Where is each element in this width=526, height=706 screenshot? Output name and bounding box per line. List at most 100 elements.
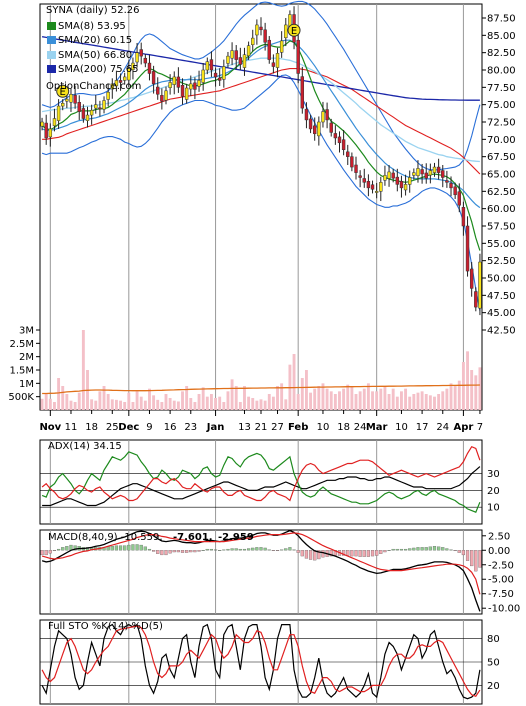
date-minor-label: 17 [416,422,429,433]
sto-ytick-label: 50 [487,658,500,669]
volume-bar [238,402,242,410]
candle-body [412,172,416,176]
candle-body [395,176,400,185]
candle-body [118,80,123,83]
macd-histogram-bar [222,549,226,551]
candle-body [449,183,453,189]
candle-body [267,39,271,60]
volume-bar [193,402,197,410]
macd-histogram-bar [209,548,214,551]
candle-body [193,82,197,90]
volume-bar [234,386,238,410]
legend-swatch [47,22,56,30]
macd-histogram-bar [275,550,280,552]
candle-body [189,83,193,90]
date-minor-label: 10 [395,422,408,433]
volume-bar [329,391,333,410]
volume-bar [284,399,288,410]
volume-bar [255,400,259,410]
candle-body [52,118,57,127]
candle-body [143,57,148,64]
macd-histogram-bar [366,550,370,557]
price-legend: SYNA (daily) 52.26 SMA(8) 53.95 SMA(20) … [46,5,141,92]
watermark: OptionChance.com [46,81,141,92]
candle-body [209,59,214,71]
candle-body [469,268,474,289]
price-ytick-label: 47.50 [487,291,516,302]
volume-bar [412,394,416,410]
macd-histogram-bar [263,547,267,551]
candle-body [461,207,466,227]
sto-ytick-label: 20 [487,681,500,692]
volume-bar [135,391,139,410]
macd-histogram-bar [110,546,114,551]
volume-bar [395,396,399,410]
volume-bar [404,388,408,410]
price-ytick-label: 50.00 [487,274,516,285]
candle-body [197,80,201,87]
candle-body [271,62,276,67]
candle-body [465,225,470,272]
macd-ytick-label: -5.00 [488,575,514,586]
candle-body [366,181,371,189]
date-major-label: Apr [453,422,473,433]
candle-body [259,26,263,31]
macd-histogram-bar [370,550,375,557]
volume-ytick-label: 2.5M [9,339,34,350]
candle-body [73,95,77,104]
volume-bar [437,394,441,410]
candle-body [226,55,230,64]
volume-bar [276,386,279,410]
candle-body [81,108,86,119]
volume-bar [387,394,391,410]
volume-bar [189,398,193,410]
candle-body [205,61,209,71]
candle-body [151,71,156,85]
candle-body [180,85,185,97]
volume-bar [143,400,147,410]
legend-sma200: SMA(200) 75.65 [58,64,139,75]
macd-histogram-bar [395,548,399,551]
volume-bar [110,399,114,410]
volume-bar [168,398,172,410]
volume-bar [181,391,184,410]
macd-histogram-bar [424,547,428,551]
candle-body [313,125,317,135]
price-ytick-label: 65.00 [487,170,516,181]
volume-bar [197,394,201,410]
macd-histogram-bar [106,546,110,551]
sma8-line [41,40,481,251]
macd-histogram-bar [346,550,350,556]
macd-histogram-bar [449,549,453,551]
candle-body [408,177,412,185]
volume-bar [123,402,127,410]
candle-body [329,122,333,133]
macd-histogram-bar [242,548,247,551]
macd-histogram-bar [259,547,263,551]
macd-histogram-bar [280,549,284,551]
adx-title: ADX(14) 34.15 [48,441,122,452]
volume-bar [441,391,445,410]
candle-body [213,72,218,78]
macd-histogram-bar [304,550,309,559]
candle-body [317,121,321,137]
macd-histogram-bar [172,550,176,553]
macd-histogram-bar [416,547,420,551]
candle-body [436,166,441,173]
sma200-line [41,36,480,101]
volume-bar [119,400,122,410]
macd-histogram-bar [296,550,300,553]
macd-histogram-bar [437,546,441,551]
candle-body [403,184,408,191]
candle-body [478,261,482,309]
candle-body [284,24,288,39]
candle-body [321,111,325,123]
volume-bar [478,367,482,410]
candle-body [416,168,420,176]
macd-histogram-bar [375,550,379,556]
volume-bar [474,375,478,410]
volume-bar [433,396,436,410]
macd-histogram-bar [362,550,366,557]
macd-histogram-bar [189,550,193,553]
macd-histogram-bar [383,550,387,553]
